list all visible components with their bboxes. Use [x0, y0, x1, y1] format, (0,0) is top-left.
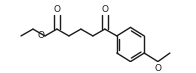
Text: O: O	[101, 5, 108, 14]
Text: O: O	[54, 5, 60, 14]
Text: O: O	[154, 64, 161, 73]
Text: O: O	[37, 31, 44, 40]
